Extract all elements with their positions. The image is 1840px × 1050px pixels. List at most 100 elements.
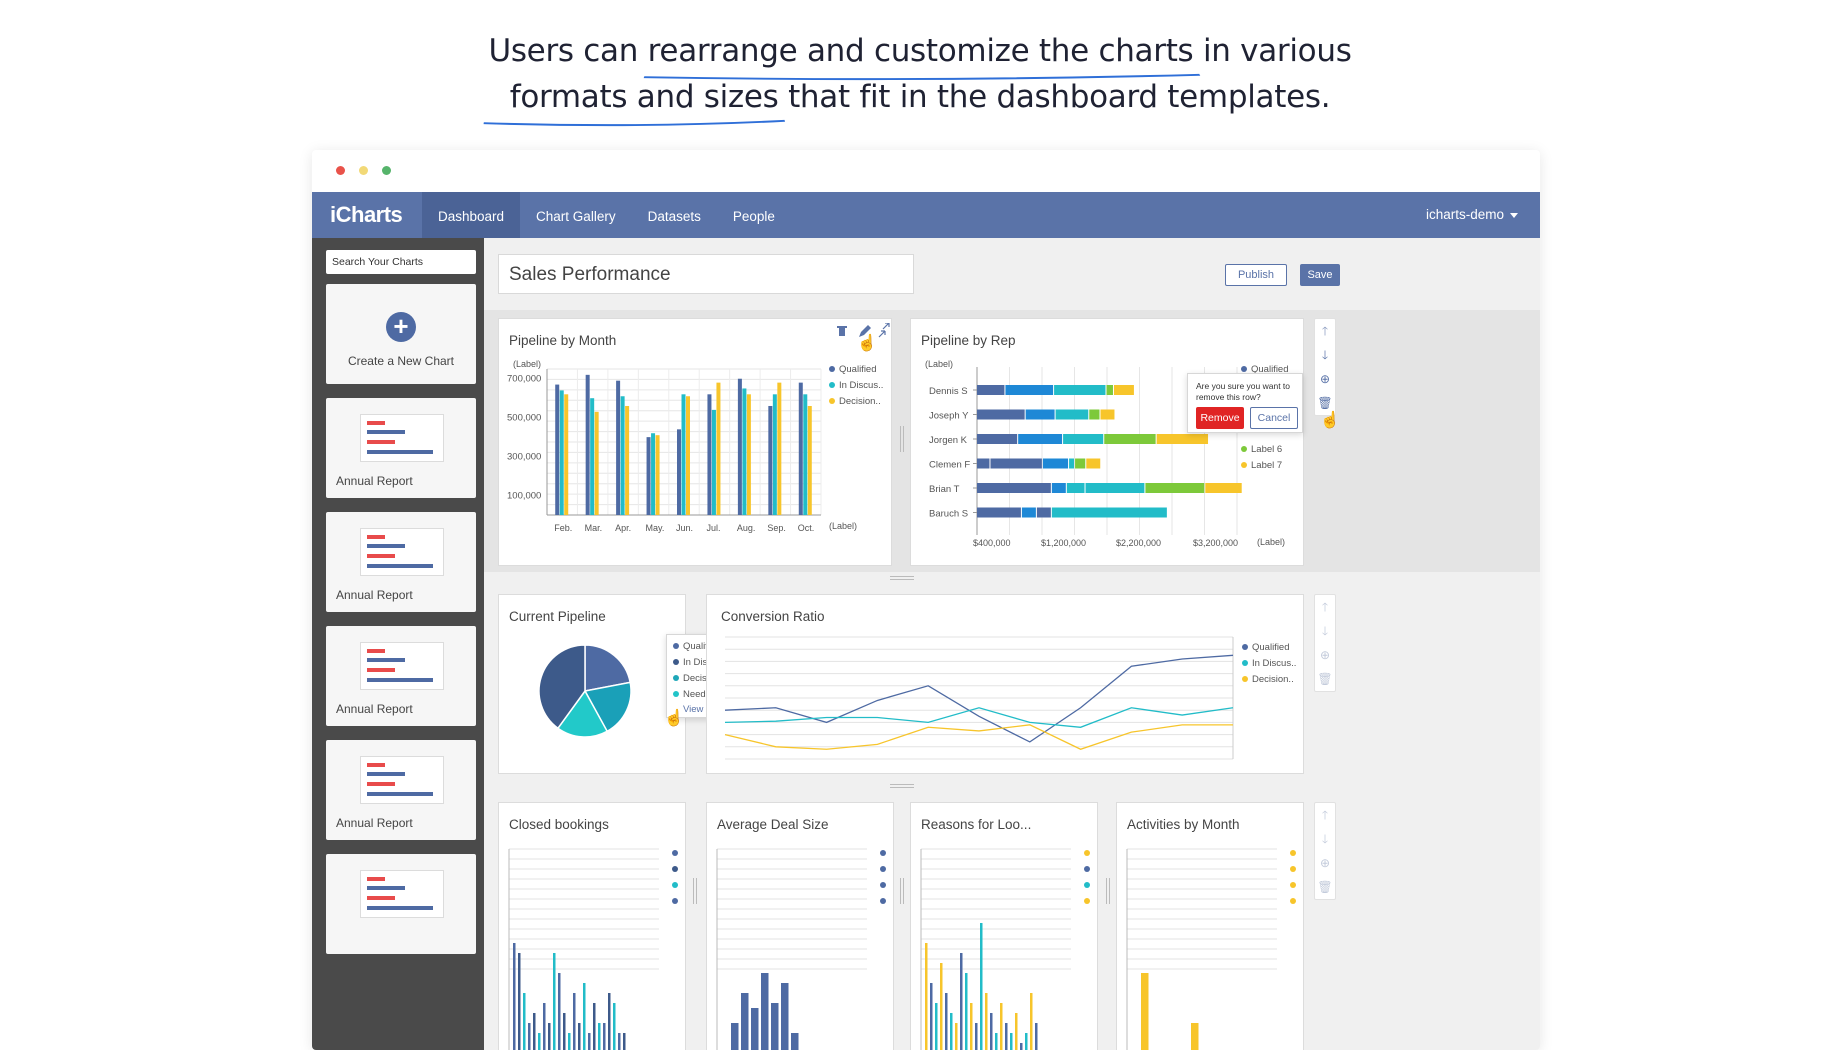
- arrow-up-icon[interactable]: 🡑: [1321, 600, 1329, 614]
- underline-swoosh: [483, 119, 785, 127]
- card-average-deal-size[interactable]: Average Deal Size: [706, 802, 894, 1050]
- card-pipeline-by-month[interactable]: Pipeline by Month ☝ (Label) 700,000 500,00…: [498, 318, 892, 566]
- view-all-link[interactable]: View all: [683, 704, 716, 715]
- resize-handle-vertical[interactable]: [900, 878, 904, 904]
- card-closed-bookings[interactable]: Closed bookings: [498, 802, 686, 1050]
- expand-icon[interactable]: [878, 323, 890, 338]
- bar-segment: [977, 458, 990, 469]
- card-current-pipeline[interactable]: Current Pipeline: [498, 594, 686, 774]
- create-new-chart-card[interactable]: + Create a New Chart: [326, 284, 476, 384]
- bar-segment: [1051, 507, 1167, 518]
- user-menu[interactable]: icharts-demo: [1426, 207, 1518, 222]
- x-tick-label: May.: [646, 523, 665, 533]
- pie-slice: [538, 644, 586, 730]
- series-line: [724, 724, 1233, 750]
- maximize-dot[interactable]: [382, 166, 391, 175]
- reasons-chart: [920, 848, 1090, 1050]
- card-title: Current Pipeline: [509, 609, 606, 624]
- card-pipeline-by-rep[interactable]: Pipeline by Rep (Label) Dennis S Joseph Y J…: [910, 318, 1304, 566]
- resize-handle-vertical[interactable]: [900, 426, 904, 452]
- legend-label: Qualified: [1251, 364, 1289, 375]
- arrow-down-icon[interactable]: 🡓: [1321, 624, 1329, 638]
- trash-icon[interactable]: 🗑: [1317, 396, 1333, 410]
- nav-dashboard[interactable]: Dashboard: [422, 192, 521, 238]
- add-circle-icon[interactable]: ⊕: [1319, 372, 1331, 386]
- nav-chart-gallery[interactable]: Chart Gallery: [536, 209, 616, 224]
- chart-thumbnail[interactable]: Annual Report: [326, 740, 476, 840]
- resize-handle-horizontal[interactable]: [890, 784, 914, 788]
- bar-segment: [977, 434, 1018, 444]
- card-activities-by-month[interactable]: Activities by Month: [1116, 802, 1304, 1050]
- bar: [677, 429, 681, 515]
- bar-segment: [977, 483, 1051, 493]
- legend-dot: [829, 398, 835, 404]
- search-charts-input[interactable]: Search Your Charts: [326, 250, 476, 274]
- bar-segment: [1104, 434, 1156, 444]
- bar: [590, 398, 595, 515]
- chart-thumbnail[interactable]: [326, 854, 476, 954]
- bar: [807, 405, 812, 515]
- thumbnail-label: Annual Report: [336, 474, 413, 488]
- x-tick-label: $2,200,000: [1116, 538, 1161, 548]
- activities-chart: [1126, 848, 1296, 1050]
- publish-button[interactable]: Publish: [1225, 264, 1287, 286]
- popup-message: Are you sure you want to remove this row…: [1196, 381, 1290, 403]
- card-title: Conversion Ratio: [721, 609, 825, 624]
- resize-handle-horizontal[interactable]: [890, 576, 914, 580]
- card-tools: [837, 323, 890, 338]
- bar: [594, 411, 599, 515]
- card-reasons-for-loss[interactable]: Reasons for Loo...: [910, 802, 1098, 1050]
- arrow-down-icon[interactable]: 🡓: [1321, 832, 1329, 846]
- pipeline-by-month-chart: (Label) 700,000 500,000 300,000 100,000 Feb. M…: [507, 359, 883, 533]
- resize-handle-vertical[interactable]: [693, 878, 697, 904]
- remove-button[interactable]: Remove: [1196, 407, 1244, 429]
- bar: [925, 943, 928, 1050]
- add-circle-icon[interactable]: ⊕: [1319, 648, 1331, 662]
- close-dot[interactable]: [336, 166, 345, 175]
- legend-dot: [1241, 446, 1247, 452]
- headline-line-1: Users can rearrange and customize the ch…: [0, 28, 1840, 81]
- bar-segment: [1025, 409, 1055, 420]
- bar: [568, 1033, 571, 1050]
- legend-dot: [1242, 644, 1248, 650]
- resize-handle-vertical[interactable]: [1106, 878, 1110, 904]
- trash-icon[interactable]: [837, 326, 847, 336]
- minimize-dot[interactable]: [359, 166, 368, 175]
- trash-icon[interactable]: 🗑: [1317, 880, 1333, 894]
- trash-icon[interactable]: 🗑: [1317, 672, 1333, 686]
- card-conversion-ratio[interactable]: Conversion Ratio Qualified In Discus.. Dec…: [706, 594, 1304, 774]
- nav-datasets[interactable]: Datasets: [647, 209, 701, 224]
- y-tick-label: 100,000: [507, 491, 541, 502]
- cancel-button[interactable]: Cancel: [1250, 407, 1298, 429]
- y-tick-label: 700,000: [507, 374, 541, 385]
- bar-segment: [1075, 458, 1086, 469]
- bar: [768, 405, 773, 515]
- chart-thumbnail[interactable]: Annual Report: [326, 626, 476, 726]
- y-tick-label: Jorgen K: [929, 435, 968, 446]
- arrow-down-icon[interactable]: 🡓: [1321, 348, 1329, 362]
- legend-label: Decision..: [1252, 674, 1294, 685]
- bar: [608, 993, 611, 1050]
- plus-icon: +: [386, 312, 416, 342]
- bar-segment: [1018, 434, 1063, 444]
- legend-label: Label 7: [1251, 460, 1282, 471]
- nav-people[interactable]: People: [732, 209, 775, 224]
- app-logo[interactable]: iCharts: [330, 202, 403, 227]
- legend-dot: [1290, 866, 1296, 872]
- add-circle-icon[interactable]: ⊕: [1319, 856, 1331, 870]
- bar-segment: [977, 507, 1021, 518]
- bar: [711, 409, 716, 515]
- save-button[interactable]: Save: [1300, 264, 1340, 286]
- pencil-icon[interactable]: [859, 325, 871, 337]
- y-tick-label: Brian T: [929, 484, 960, 495]
- arrow-up-icon[interactable]: 🡑: [1321, 324, 1329, 338]
- chart-thumbnail[interactable]: Annual Report: [326, 512, 476, 612]
- bar: [613, 1003, 616, 1050]
- bar: [761, 973, 769, 1050]
- dashboard-title-input[interactable]: Sales Performance: [498, 254, 914, 294]
- current-pipeline-pie: [538, 644, 632, 738]
- axis-label: (Label): [513, 359, 541, 369]
- y-tick-label: Joseph Y: [929, 411, 969, 422]
- arrow-up-icon[interactable]: 🡑: [1321, 808, 1329, 822]
- chart-thumbnail[interactable]: Annual Report: [326, 398, 476, 498]
